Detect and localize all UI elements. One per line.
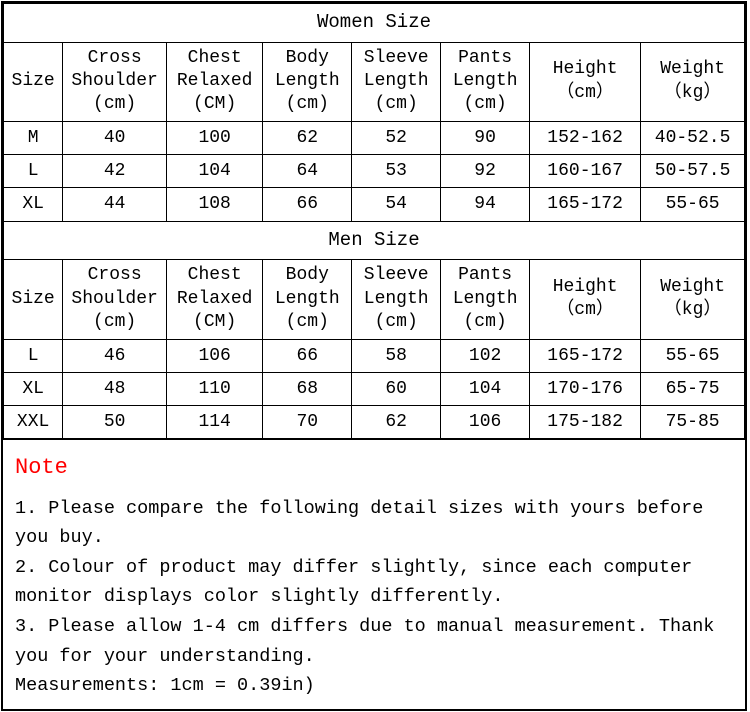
cell-size: XXL: [4, 406, 63, 439]
cell-height: 165-172: [530, 339, 641, 372]
col-pants-length: PantsLength(cm): [441, 260, 530, 339]
col-pants-length: PantsLength(cm): [441, 42, 530, 121]
cell-size: L: [4, 339, 63, 372]
men-title-row: Men Size: [4, 221, 745, 260]
cell-weight: 65-75: [641, 372, 745, 405]
cell-size: XL: [4, 188, 63, 221]
col-cross-shoulder: CrossShoulder(cm): [63, 42, 167, 121]
table-row: M 40 100 62 52 90 152-162 40-52.5: [4, 121, 745, 154]
cell-sleeve-length: 58: [352, 339, 441, 372]
col-weight: Weight（kg）: [641, 260, 745, 339]
note-line-2: 2. Colour of product may differ slightly…: [15, 553, 733, 612]
cell-pants-length: 94: [441, 188, 530, 221]
cell-body-length: 70: [263, 406, 352, 439]
cell-sleeve-length: 53: [352, 155, 441, 188]
col-sleeve-length: SleeveLength(cm): [352, 260, 441, 339]
col-chest-relaxed: ChestRelaxed(CM): [167, 42, 263, 121]
cell-chest-relaxed: 110: [167, 372, 263, 405]
cell-body-length: 66: [263, 188, 352, 221]
table-row: L 42 104 64 53 92 160-167 50-57.5: [4, 155, 745, 188]
cell-chest-relaxed: 108: [167, 188, 263, 221]
cell-pants-length: 104: [441, 372, 530, 405]
table-row: XL 48 110 68 60 104 170-176 65-75: [4, 372, 745, 405]
col-chest-relaxed: ChestRelaxed(CM): [167, 260, 263, 339]
cell-chest-relaxed: 106: [167, 339, 263, 372]
note-line-4: Measurements: 1cm = 0.39in): [15, 671, 733, 701]
table-row: XL 44 108 66 54 94 165-172 55-65: [4, 188, 745, 221]
table-row: L 46 106 66 58 102 165-172 55-65: [4, 339, 745, 372]
cell-pants-length: 90: [441, 121, 530, 154]
cell-height: 170-176: [530, 372, 641, 405]
cell-body-length: 64: [263, 155, 352, 188]
men-header-row: Size CrossShoulder(cm) ChestRelaxed(CM) …: [4, 260, 745, 339]
cell-pants-length: 106: [441, 406, 530, 439]
col-size: Size: [4, 42, 63, 121]
cell-body-length: 62: [263, 121, 352, 154]
women-header-row: Size CrossShoulder(cm) ChestRelaxed(CM) …: [4, 42, 745, 121]
cell-height: 175-182: [530, 406, 641, 439]
note-block: Note 1. Please compare the following det…: [3, 439, 745, 708]
cell-height: 152-162: [530, 121, 641, 154]
note-line-1: 1. Please compare the following detail s…: [15, 494, 733, 553]
cell-cross-shoulder: 48: [63, 372, 167, 405]
cell-sleeve-length: 62: [352, 406, 441, 439]
cell-cross-shoulder: 42: [63, 155, 167, 188]
women-title-row: Women Size: [4, 4, 745, 43]
men-title: Men Size: [4, 221, 745, 260]
col-weight: Weight（kg）: [641, 42, 745, 121]
col-cross-shoulder: CrossShoulder(cm): [63, 260, 167, 339]
cell-cross-shoulder: 46: [63, 339, 167, 372]
cell-size: L: [4, 155, 63, 188]
table-row: XXL 50 114 70 62 106 175-182 75-85: [4, 406, 745, 439]
col-body-length: BodyLength(cm): [263, 260, 352, 339]
cell-size: M: [4, 121, 63, 154]
cell-weight: 55-65: [641, 188, 745, 221]
size-chart-container: Women Size Size CrossShoulder(cm) ChestR…: [1, 1, 747, 711]
cell-chest-relaxed: 114: [167, 406, 263, 439]
col-sleeve-length: SleeveLength(cm): [352, 42, 441, 121]
cell-weight: 50-57.5: [641, 155, 745, 188]
cell-height: 160-167: [530, 155, 641, 188]
note-title: Note: [15, 450, 733, 485]
cell-sleeve-length: 60: [352, 372, 441, 405]
col-size: Size: [4, 260, 63, 339]
cell-height: 165-172: [530, 188, 641, 221]
cell-size: XL: [4, 372, 63, 405]
cell-pants-length: 102: [441, 339, 530, 372]
cell-weight: 55-65: [641, 339, 745, 372]
cell-body-length: 68: [263, 372, 352, 405]
women-title: Women Size: [4, 4, 745, 43]
cell-pants-length: 92: [441, 155, 530, 188]
col-height: Height（cm）: [530, 42, 641, 121]
col-body-length: BodyLength(cm): [263, 42, 352, 121]
cell-chest-relaxed: 104: [167, 155, 263, 188]
col-height: Height（cm）: [530, 260, 641, 339]
cell-weight: 40-52.5: [641, 121, 745, 154]
cell-sleeve-length: 52: [352, 121, 441, 154]
cell-cross-shoulder: 44: [63, 188, 167, 221]
note-line-3: 3. Please allow 1-4 cm differs due to ma…: [15, 612, 733, 671]
cell-weight: 75-85: [641, 406, 745, 439]
cell-cross-shoulder: 50: [63, 406, 167, 439]
cell-chest-relaxed: 100: [167, 121, 263, 154]
cell-sleeve-length: 54: [352, 188, 441, 221]
women-size-table: Women Size Size CrossShoulder(cm) ChestR…: [3, 3, 745, 439]
cell-cross-shoulder: 40: [63, 121, 167, 154]
cell-body-length: 66: [263, 339, 352, 372]
